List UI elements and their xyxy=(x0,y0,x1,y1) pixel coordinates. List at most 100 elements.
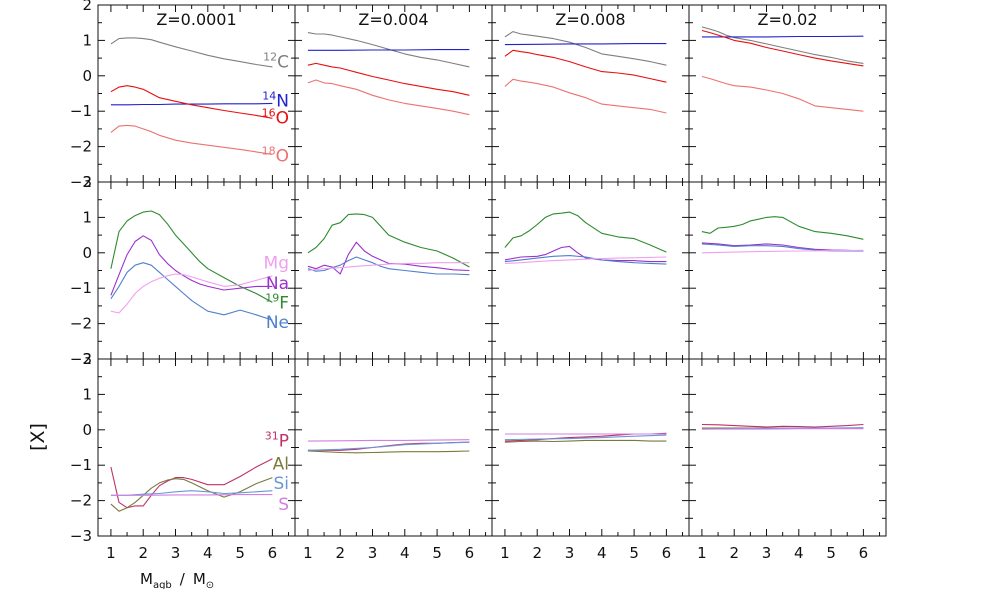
species-label-o18: 18O xyxy=(262,144,289,166)
species-label-mg: Mg xyxy=(264,254,289,274)
series-line-o18 xyxy=(505,79,667,113)
x-tick-label: 5 xyxy=(826,544,836,562)
x-tick-label: 6 xyxy=(662,544,672,562)
x-tick-label: 2 xyxy=(335,544,345,562)
x-tick-label: 4 xyxy=(794,544,804,562)
y-tick-label: −1 xyxy=(70,102,92,120)
y-tick-label: 1 xyxy=(82,31,92,49)
x-tick-label: 4 xyxy=(203,544,213,562)
series-line-s xyxy=(308,440,470,441)
column-title: Z=0.004 xyxy=(358,10,428,29)
y-tick-label: 2 xyxy=(82,173,92,191)
y-tick-label: 1 xyxy=(82,385,92,403)
panel-r2-c3 xyxy=(492,182,689,359)
x-axis-label: Magb/M⊙ xyxy=(140,570,214,589)
y-tick-label: 0 xyxy=(82,421,92,439)
x-tick-label: 4 xyxy=(400,544,410,562)
series-line-ne xyxy=(308,257,470,275)
x-axis-label-sub: agb xyxy=(153,580,172,589)
x-tick-label: 6 xyxy=(465,544,475,562)
x-tick-label: 3 xyxy=(565,544,575,562)
column-title: Z=0.0001 xyxy=(156,10,236,29)
series-line-f19 xyxy=(702,217,864,240)
series-line-o18 xyxy=(308,80,470,115)
species-label-c12: 12C xyxy=(263,51,289,73)
x-tick-label: 6 xyxy=(268,544,278,562)
y-axis-label: [X] xyxy=(27,423,49,451)
x-tick-label: 4 xyxy=(597,544,607,562)
x-tick-label: 3 xyxy=(762,544,772,562)
y-tick-label: −2 xyxy=(70,138,92,156)
y-tick-label: −2 xyxy=(70,315,92,333)
species-label-al: Al xyxy=(273,454,289,474)
series-line-o16 xyxy=(308,63,470,95)
x-axis-label-unit-sub: ⊙ xyxy=(206,580,214,589)
y-tick-label: −1 xyxy=(70,279,92,297)
species-label-s: S xyxy=(278,495,289,515)
series-line-f19 xyxy=(505,212,667,252)
panel-r3-c4: 1 2 3 4 5 6 xyxy=(689,359,886,562)
y-tick-label: −1 xyxy=(70,456,92,474)
panel-r3-c2: 1 2 3 4 5 6 xyxy=(295,359,492,562)
panel-frame xyxy=(689,182,886,359)
y-tick-label: −2 xyxy=(70,492,92,510)
series-line-p31 xyxy=(702,425,864,428)
series-line-f19 xyxy=(308,214,470,267)
x-tick-label: 6 xyxy=(859,544,869,562)
x-tick-label: 2 xyxy=(532,544,542,562)
y-tick-label: 0 xyxy=(82,244,92,262)
series-line-c12 xyxy=(702,27,864,64)
x-axis-label-separator: / xyxy=(180,570,186,588)
y-tick-label: 0 xyxy=(82,67,92,85)
series-line-n14 xyxy=(702,36,864,37)
species-label-si: Si xyxy=(273,474,289,494)
series-line-o16 xyxy=(111,86,273,119)
x-tick-label: 1 xyxy=(500,544,510,562)
series-line-c12 xyxy=(111,38,273,67)
y-tick-label: 2 xyxy=(82,0,92,14)
series-line-n14 xyxy=(308,50,470,51)
series-line-si xyxy=(308,442,470,450)
species-label-p31: 31P xyxy=(265,429,289,451)
panel-r2-c2 xyxy=(295,182,492,359)
x-tick-label: 3 xyxy=(368,544,378,562)
panel-frame xyxy=(492,5,689,182)
y-tick-label: −3 xyxy=(70,527,92,545)
x-tick-label: 2 xyxy=(729,544,739,562)
y-tick-label: 1 xyxy=(82,208,92,226)
series-line-o18 xyxy=(702,77,864,112)
series-line-o16 xyxy=(505,50,667,82)
series-line-ne xyxy=(111,263,273,320)
panel-frame xyxy=(98,359,295,536)
series-line-al xyxy=(505,440,667,442)
species-label-f19: 19F xyxy=(265,291,289,313)
column-title: Z=0.02 xyxy=(758,10,818,29)
panel-r1-c2: Z=0.004 xyxy=(295,5,492,182)
x-tick-label: 1 xyxy=(697,544,707,562)
x-tick-label: 5 xyxy=(235,544,245,562)
x-tick-label: 1 xyxy=(303,544,313,562)
series-line-o18 xyxy=(111,125,273,154)
x-tick-label: 2 xyxy=(138,544,148,562)
species-label-o16: 16O xyxy=(262,107,289,129)
x-tick-label: 3 xyxy=(171,544,181,562)
panel-r1-c4: Z=0.02 xyxy=(689,5,886,182)
panel-frame xyxy=(492,359,689,536)
panel-frame xyxy=(295,359,492,536)
panel-r2-c4 xyxy=(689,182,886,359)
panel-frame xyxy=(492,182,689,359)
series-line-al xyxy=(308,451,470,453)
x-tick-label: 1 xyxy=(106,544,116,562)
series-line-f19 xyxy=(111,211,273,302)
series-line-n14 xyxy=(505,44,667,45)
species-label-ne: Ne xyxy=(266,313,289,333)
column-title: Z=0.008 xyxy=(555,10,625,29)
x-tick-label: 5 xyxy=(432,544,442,562)
x-axis-label-main: M xyxy=(140,570,153,588)
panel-frame xyxy=(689,359,886,536)
